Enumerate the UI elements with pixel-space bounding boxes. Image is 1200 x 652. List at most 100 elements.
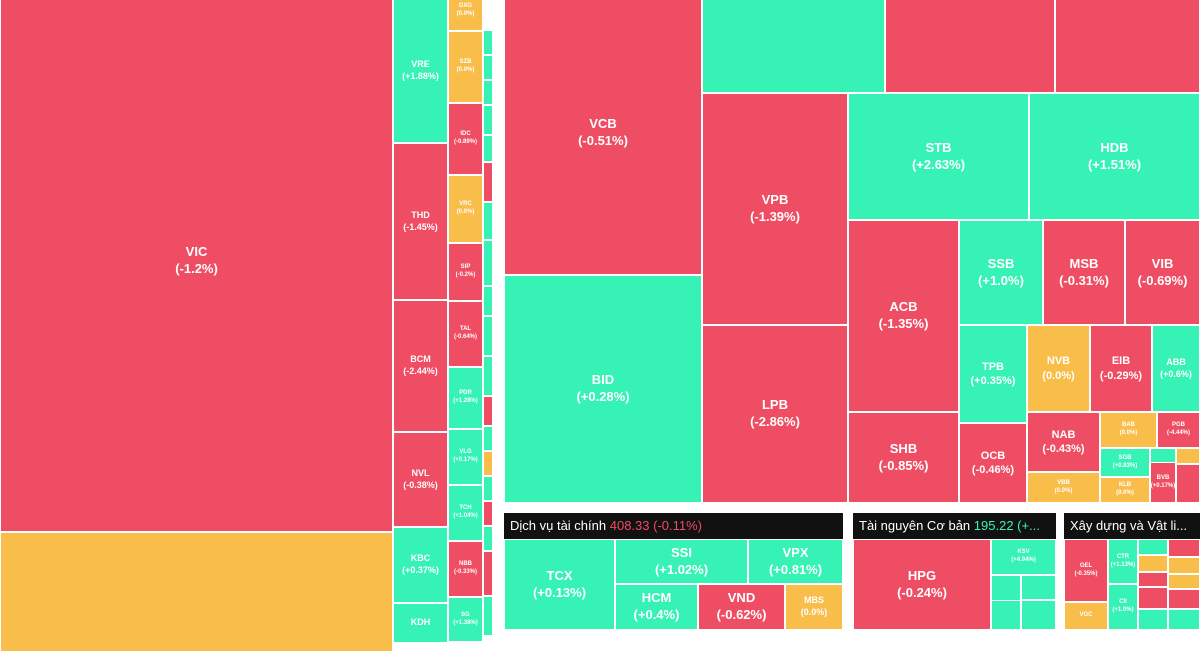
heatmap-tile[interactable] xyxy=(1168,609,1200,630)
heatmap-tile[interactable]: VPB (-1.39%) xyxy=(702,93,848,325)
heatmap-tile[interactable] xyxy=(483,356,493,396)
heatmap-tile[interactable]: HDB (+1.51%) xyxy=(1029,93,1200,220)
heatmap-tile[interactable] xyxy=(1138,555,1168,572)
heatmap-tile[interactable]: TPB (+0.35%) xyxy=(959,325,1027,423)
heatmap-tile[interactable] xyxy=(483,501,493,526)
heatmap-tile[interactable] xyxy=(0,532,393,652)
heatmap-tile[interactable]: BAB (0.0%) xyxy=(1100,412,1157,448)
heatmap-tile[interactable] xyxy=(885,0,1055,93)
heatmap-tile[interactable]: CII (+1.0%) xyxy=(1108,584,1138,630)
heatmap-tile[interactable] xyxy=(483,316,493,356)
sector-header-construction-materials[interactable]: Xây dựng và Vật li... xyxy=(1064,513,1200,539)
heatmap-tile[interactable]: KLB (0.0%) xyxy=(1100,477,1150,503)
heatmap-tile[interactable]: MBS (0.0%) xyxy=(785,584,843,630)
heatmap-tile[interactable]: SZB (0.0%) xyxy=(448,31,483,103)
heatmap-tile[interactable]: NBB (-0.33%) xyxy=(448,541,483,597)
heatmap-tile[interactable] xyxy=(1168,557,1200,574)
heatmap-tile[interactable] xyxy=(483,396,493,426)
heatmap-tile[interactable]: THD (-1.45%) xyxy=(393,143,448,300)
heatmap-tile[interactable] xyxy=(1168,574,1200,589)
heatmap-tile[interactable]: KBC (+0.37%) xyxy=(393,527,448,603)
heatmap-tile[interactable]: VCB (-0.51%) xyxy=(504,0,702,275)
heatmap-tile[interactable]: CTR (+1.13%) xyxy=(1108,539,1138,584)
heatmap-tile[interactable] xyxy=(483,55,493,80)
heatmap-tile[interactable] xyxy=(483,105,493,135)
heatmap-tile[interactable]: EIB (-0.29%) xyxy=(1090,325,1152,412)
heatmap-tile[interactable] xyxy=(483,240,493,286)
heatmap-tile[interactable]: ABB (+0.6%) xyxy=(1152,325,1200,412)
heatmap-tile[interactable]: TCX (+0.13%) xyxy=(504,539,615,630)
heatmap-tile[interactable] xyxy=(991,600,1021,630)
heatmap-tile[interactable] xyxy=(1138,539,1168,555)
heatmap-tile[interactable]: SSI (+1.02%) xyxy=(615,539,748,584)
heatmap-tile[interactable]: VIC (-1.2%) xyxy=(0,0,393,532)
heatmap-tile[interactable] xyxy=(483,596,493,636)
heatmap-tile[interactable]: TAL (-0.64%) xyxy=(448,301,483,367)
heatmap-tile[interactable]: GEL (-0.35%) xyxy=(1064,539,1108,602)
tile-ticker: SSI xyxy=(671,544,692,560)
heatmap-tile[interactable]: MSB (-0.31%) xyxy=(1043,220,1125,325)
heatmap-tile[interactable] xyxy=(483,135,493,162)
tile-ticker: NVL xyxy=(411,467,430,478)
heatmap-tile[interactable]: VBB (0.0%) xyxy=(1027,472,1100,503)
heatmap-tile[interactable] xyxy=(1168,589,1200,609)
heatmap-tile[interactable]: DXG (0.0%) xyxy=(448,0,483,31)
heatmap-tile[interactable]: PGB (-4.44%) xyxy=(1157,412,1200,448)
heatmap-tile[interactable] xyxy=(1176,448,1200,464)
heatmap-tile[interactable] xyxy=(483,426,493,451)
heatmap-tile[interactable]: OCB (-0.46%) xyxy=(959,423,1027,503)
heatmap-tile[interactable]: ACB (-1.35%) xyxy=(848,220,959,412)
heatmap-tile[interactable]: BCM (-2.44%) xyxy=(393,300,448,432)
heatmap-tile[interactable]: SSB (+1.0%) xyxy=(959,220,1043,325)
heatmap-tile[interactable]: STB (+2.63%) xyxy=(848,93,1029,220)
sector-header-financial-services[interactable]: Dịch vụ tài chính 408.33 (-0.11%) xyxy=(504,513,843,539)
heatmap-tile[interactable] xyxy=(483,476,493,501)
heatmap-tile[interactable] xyxy=(1055,0,1200,93)
heatmap-tile[interactable] xyxy=(702,0,885,93)
heatmap-tile[interactable]: VND (-0.62%) xyxy=(698,584,785,630)
heatmap-tile[interactable] xyxy=(483,451,493,476)
heatmap-tile[interactable] xyxy=(1138,609,1168,630)
heatmap-tile[interactable] xyxy=(1138,587,1168,609)
heatmap-tile[interactable] xyxy=(1138,572,1168,587)
heatmap-tile[interactable] xyxy=(1176,464,1200,503)
heatmap-tile[interactable]: HPG (-0.24%) xyxy=(853,539,991,630)
tile-ticker: VLG xyxy=(459,449,472,456)
heatmap-tile[interactable] xyxy=(1168,539,1200,557)
heatmap-tile[interactable]: VGC xyxy=(1064,602,1108,630)
heatmap-tile[interactable]: PDR (+1.28%) xyxy=(448,367,483,429)
heatmap-tile[interactable]: NVB (0.0%) xyxy=(1027,325,1090,412)
heatmap-tile[interactable]: NVL (-0.38%) xyxy=(393,432,448,527)
heatmap-tile[interactable]: VPX (+0.81%) xyxy=(748,539,843,584)
heatmap-tile[interactable] xyxy=(1021,575,1056,600)
tile-label: HPG (-0.24%) xyxy=(897,568,947,602)
heatmap-tile[interactable] xyxy=(1021,600,1056,630)
heatmap-tile[interactable]: VRC (0.0%) xyxy=(448,175,483,243)
heatmap-tile[interactable]: VIB (-0.69%) xyxy=(1125,220,1200,325)
sector-gap-horizontal xyxy=(503,503,1200,513)
heatmap-tile[interactable] xyxy=(483,551,493,596)
sector-header-basic-resources[interactable]: Tài nguyên Cơ bản 195.22 (+... xyxy=(853,513,1056,539)
heatmap-tile[interactable]: KDH xyxy=(393,603,448,643)
heatmap-tile[interactable] xyxy=(483,30,493,55)
heatmap-tile[interactable]: SIP (-0.2%) xyxy=(448,243,483,301)
heatmap-tile[interactable]: HCM (+0.4%) xyxy=(615,584,698,630)
heatmap-tile[interactable]: BID (+0.28%) xyxy=(504,275,702,503)
heatmap-tile[interactable]: LPB (-2.86%) xyxy=(702,325,848,503)
heatmap-tile[interactable]: BVB (+0.17%) xyxy=(1150,462,1176,503)
heatmap-tile[interactable]: NAB (-0.43%) xyxy=(1027,412,1100,472)
heatmap-tile[interactable] xyxy=(483,80,493,105)
tile-label: PGB (-4.44%) xyxy=(1167,422,1190,438)
heatmap-tile[interactable]: SG (+1.38%) xyxy=(448,597,483,642)
heatmap-tile[interactable]: VLG (+0.17%) xyxy=(448,429,483,485)
heatmap-tile[interactable] xyxy=(483,162,493,202)
heatmap-tile[interactable]: VRE (+1.88%) xyxy=(393,0,448,143)
heatmap-tile[interactable]: TCH (+1.04%) xyxy=(448,485,483,541)
heatmap-tile[interactable] xyxy=(483,286,493,316)
heatmap-tile[interactable]: KSV (+4.94%) xyxy=(991,539,1056,575)
heatmap-tile[interactable] xyxy=(483,202,493,240)
heatmap-tile[interactable]: SGB (+0.83%) xyxy=(1100,448,1150,477)
heatmap-tile[interactable]: SHB (-0.85%) xyxy=(848,412,959,503)
heatmap-tile[interactable] xyxy=(483,526,493,551)
heatmap-tile[interactable]: IDC (-0.89%) xyxy=(448,103,483,175)
